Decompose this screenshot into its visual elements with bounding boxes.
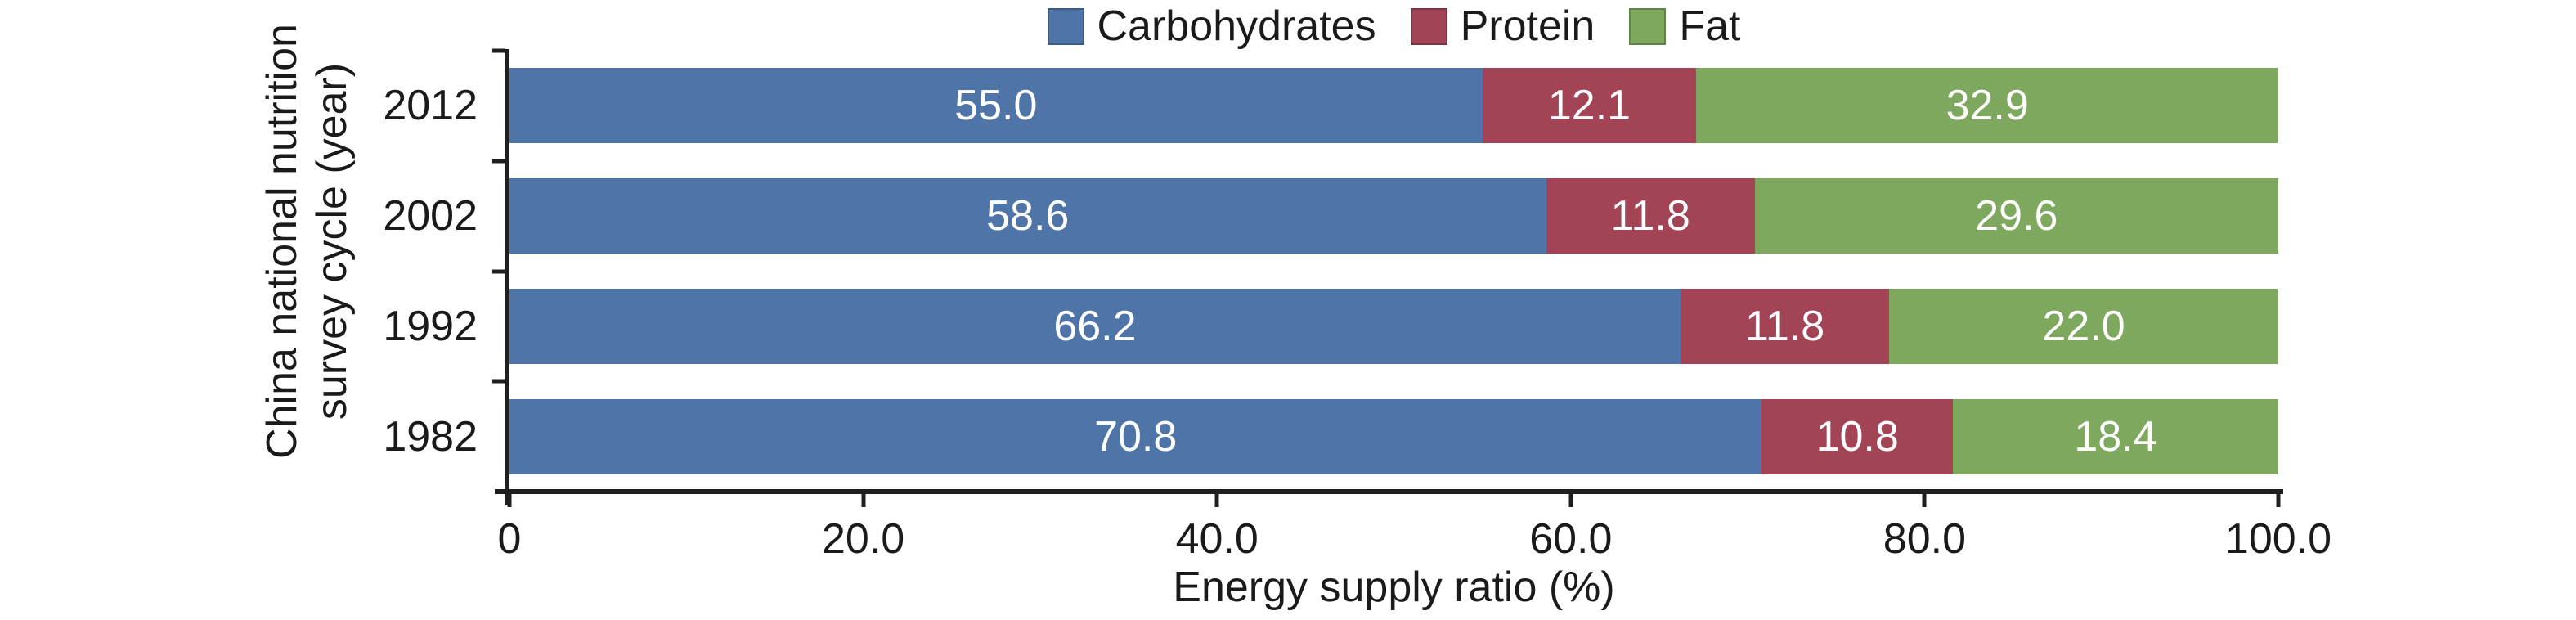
- legend-item-carbohydrates: Carbohydrates: [1047, 2, 1376, 50]
- legend: Carbohydrates Protein Fat: [509, 0, 2278, 52]
- bar-segment-fat: 32.9: [1696, 68, 2278, 144]
- y-axis-ticks: [492, 48, 505, 492]
- x-axis-tick-labels: 0 20.0 40.0 60.0 80.0 100.0: [498, 515, 2332, 564]
- x-axis-tick: [861, 494, 866, 507]
- legend-item-protein: Protein: [1410, 2, 1595, 50]
- segment-value-label: 70.8: [1094, 412, 1178, 461]
- x-axis-tick-label: 20.0: [821, 515, 905, 563]
- stacked-bar-1992: 66.2 11.8 22.0: [509, 288, 2278, 364]
- y-axis-tick: [492, 48, 505, 53]
- segment-value-label: 12.1: [1547, 82, 1631, 130]
- x-axis-line: [495, 489, 2283, 494]
- bar-segment-carbohydrates: 70.8: [509, 398, 1762, 474]
- bar-segment-fat: 18.4: [1952, 398, 2278, 474]
- bar-segment-carbohydrates: 58.6: [509, 178, 1546, 254]
- segment-value-label: 10.8: [1815, 412, 1899, 461]
- legend-swatch-protein: [1410, 7, 1447, 45]
- segment-value-label: 22.0: [2042, 302, 2125, 350]
- category-label-row: 2002: [0, 161, 478, 272]
- category-label-row: 2012: [0, 51, 478, 161]
- bar-segment-protein: 11.8: [1546, 178, 1755, 254]
- bar-segment-fat: 29.6: [1754, 178, 2278, 254]
- x-axis-tick-label: 0: [497, 515, 522, 563]
- x-axis-ticks: [507, 494, 2281, 507]
- x-axis-tick: [1922, 494, 1927, 507]
- x-axis-tick: [2276, 494, 2281, 507]
- y-axis-tick: [492, 379, 505, 384]
- legend-swatch-fat: [1629, 7, 1667, 45]
- x-axis-tick: [1568, 494, 1573, 507]
- category-labels: 2012 2002 1992 1982: [0, 51, 478, 492]
- segment-value-label: 58.6: [986, 192, 1070, 240]
- bar-segment-carbohydrates: 55.0: [509, 68, 1483, 144]
- bar-segment-protein: 12.1: [1482, 68, 1697, 144]
- segment-value-label: 55.0: [954, 82, 1038, 130]
- segment-value-label: 32.9: [1945, 82, 2029, 130]
- category-label: 1992: [383, 302, 478, 350]
- x-axis-tick: [1214, 494, 1219, 507]
- category-label: 2002: [383, 192, 478, 240]
- segment-value-label: 11.8: [1610, 192, 1690, 240]
- x-axis-tick-label: 40.0: [1175, 515, 1259, 563]
- segment-value-label: 29.6: [1975, 192, 2058, 240]
- legend-label: Carbohydrates: [1097, 2, 1376, 50]
- x-axis-title: Energy supply ratio (%): [1173, 564, 1615, 611]
- y-axis-tick: [492, 159, 505, 164]
- stacked-bar-2012: 55.0 12.1 32.9: [509, 68, 2278, 144]
- legend-label: Protein: [1460, 2, 1595, 50]
- y-axis-line: [505, 49, 509, 505]
- category-label: 1982: [383, 412, 478, 461]
- plot-area: 55.0 12.1 32.9 58.6 11.8 29.6 66.2 11.8 22.0 70.8…: [509, 51, 2278, 492]
- stacked-bar-1982: 70.8 10.8 18.4: [509, 398, 2278, 474]
- x-axis-tick-label: 100.0: [2224, 515, 2332, 563]
- legend-item-fat: Fat: [1629, 5, 1740, 47]
- bar-row-1992: 66.2 11.8 22.0: [509, 272, 2278, 382]
- legend-label: Fat: [1679, 2, 1741, 50]
- legend-swatch-carbohydrates: [1047, 7, 1084, 45]
- y-axis-tick: [492, 269, 505, 273]
- bar-segment-protein: 10.8: [1761, 398, 1953, 474]
- x-axis-tick-label: 80.0: [1883, 515, 1966, 563]
- category-label-row: 1992: [0, 272, 478, 382]
- category-label: 2012: [383, 82, 478, 130]
- x-axis-tick-label: 60.0: [1529, 515, 1613, 563]
- segment-value-label: 11.8: [1744, 302, 1825, 350]
- bar-segment-carbohydrates: 66.2: [509, 288, 1681, 364]
- bar-row-1982: 70.8 10.8 18.4: [509, 381, 2278, 492]
- bar-segment-fat: 22.0: [1889, 288, 2278, 364]
- bar-row-2002: 58.6 11.8 29.6: [509, 161, 2278, 272]
- stacked-bar-2002: 58.6 11.8 29.6: [509, 178, 2278, 254]
- x-axis-tick: [507, 494, 512, 507]
- segment-value-label: 66.2: [1053, 302, 1137, 350]
- segment-value-label: 18.4: [2074, 412, 2157, 461]
- bar-row-2012: 55.0 12.1 32.9: [509, 51, 2278, 161]
- bar-segment-protein: 11.8: [1680, 288, 1890, 364]
- category-label-row: 1982: [0, 381, 478, 492]
